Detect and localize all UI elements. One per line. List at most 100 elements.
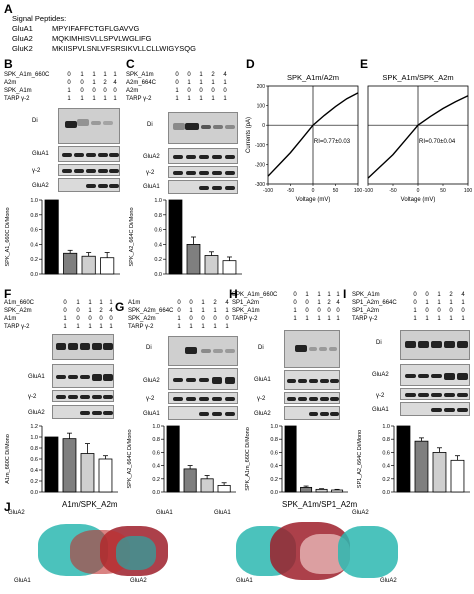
blot-label-gamma2: γ-2: [146, 396, 155, 402]
y-tick-label: 0.8: [30, 213, 38, 219]
condition-label: TARP γ-2: [232, 316, 258, 322]
condition-table-h: SPK_A1m_660C 0 1 1 1 1 SP1_A2m 0 0 1 2 4 SPK_A1m 1 0…: [232, 292, 344, 324]
y-tick-label: 0.4: [154, 242, 162, 248]
condition-value: 1: [99, 324, 103, 330]
y-tick-label: 0.6: [152, 450, 160, 456]
signal-name: GluA2: [12, 34, 33, 43]
y-tick-label: 0.8: [154, 213, 162, 219]
bar-chart-c: 1.0 0.8 0.6 0.4 0.2 0.0 SPK_A2_664C Di/Mono: [129, 198, 242, 278]
blot-label-glua2: GluA2: [28, 410, 45, 416]
condition-value: 0: [225, 316, 229, 322]
condition-value: 1: [327, 292, 331, 298]
blot-label-glua2: GluA2: [254, 411, 271, 417]
western-blot-gamma2: [52, 390, 114, 402]
condition-value: 0: [213, 316, 217, 322]
western-blot-glua1: [284, 370, 340, 390]
condition-value: 0: [113, 88, 117, 94]
condition-label: SPK_A2m: [4, 308, 32, 314]
condition-value: 4: [109, 308, 113, 314]
condition-value: 1: [113, 72, 117, 78]
condition-value: 1: [76, 324, 80, 330]
y-tick-label: 0.2: [30, 257, 38, 263]
structure-label: GluA2: [380, 578, 397, 584]
y-tick-label: 0.6: [382, 450, 390, 456]
x-tick-label: -100: [363, 188, 373, 194]
condition-value: 1: [327, 316, 331, 322]
x-tick-label: -50: [389, 188, 396, 194]
condition-label: TARP γ-2: [126, 96, 152, 102]
condition-value: 1: [99, 300, 103, 306]
condition-value: 1: [201, 300, 205, 306]
bar: [100, 257, 115, 275]
x-axis-label: Voltage (mV): [401, 197, 436, 203]
x-tick-label: -50: [287, 188, 294, 194]
condition-value: 1: [80, 72, 84, 78]
condition-value: 0: [223, 88, 227, 94]
iv-plot-e: SPK_A1m/SPK_A2m -100 -50 0 50 100 Voltage (mV)…: [363, 73, 472, 203]
condition-value: 1: [92, 72, 96, 78]
y-tick-label: 0.0: [154, 272, 162, 278]
condition-value: 1: [213, 324, 217, 330]
condition-value: 1: [109, 324, 113, 330]
condition-table-g: A1m 0 0 1 2 4 SPK_A2m_664C 0 1 1 1 1 SPK_A2m 1 0 0 0 0 …: [128, 300, 238, 332]
condition-value: 1: [76, 300, 80, 306]
condition-value: 1: [437, 316, 441, 322]
signal-name: GluA1: [12, 24, 33, 33]
panel-label-i: I: [343, 287, 347, 301]
western-blot-gamma2: [400, 388, 470, 400]
condition-value: 4: [113, 80, 117, 86]
condition-label: A2m: [126, 88, 139, 94]
bar: [183, 468, 197, 493]
bar: [44, 436, 59, 493]
condition-value: 4: [225, 300, 229, 306]
condition-value: 0: [76, 316, 80, 322]
condition-value: 1: [88, 300, 92, 306]
bar: [63, 252, 78, 275]
panel-label-g: G: [115, 300, 125, 314]
western-blot-di: [52, 334, 114, 360]
y-tick-label: 1.0: [152, 424, 160, 430]
condition-value: 0: [305, 300, 309, 306]
western-blot-glua1: [168, 406, 238, 420]
blot-label-glua1: GluA1: [143, 184, 160, 190]
condition-table-b: SPK_A1m_660C 0 1 1 1 1 A2m 0 0 1 2 4 SPK_A1m 1 0 0 0 0 …: [4, 72, 117, 104]
condition-value: 0: [413, 300, 417, 306]
condition-value: 0: [293, 292, 297, 298]
condition-value: 1: [201, 308, 205, 314]
condition-value: 0: [211, 88, 215, 94]
condition-label: SPK_A1m: [352, 292, 380, 298]
y-tick-label: 0.4: [30, 468, 38, 474]
condition-value: 1: [189, 324, 193, 330]
condition-label: SPK_A1m_660C: [4, 72, 50, 78]
western-blot-glua1: [58, 146, 120, 162]
bar: [62, 438, 77, 493]
condition-value: 1: [109, 300, 113, 306]
y-tick-label: 1.0: [382, 424, 390, 430]
y-tick-label: 1.0: [30, 435, 38, 441]
blot-label-di: Di: [147, 122, 153, 128]
blot-label-gamma2: γ-2: [28, 394, 37, 400]
x-tick-label: -100: [263, 188, 273, 194]
y-tick-label: 1.2: [30, 424, 38, 430]
condition-value: 0: [177, 300, 181, 306]
y-tick-label: 0.4: [152, 464, 160, 470]
y-tick-label: 0.8: [382, 437, 390, 443]
blot-label-glua2: GluA2: [143, 154, 160, 160]
western-blot-di: [400, 330, 470, 360]
plot-title: SPK_A1m/SPK_A2m: [382, 73, 453, 82]
blot-label-di: Di: [146, 345, 152, 351]
blot-label-gamma2: γ-2: [32, 168, 41, 174]
condition-table-c: SPK_A1m 0 0 1 2 4 A2m_664C 0 1 1 1 1 A2m 1 0 0 0 0 TARP…: [126, 72, 238, 104]
y-tick-label: 0.0: [270, 490, 278, 496]
iv-plot-d: SPK_A1m/A2m -100 -50 0 50 100 Voltage (mV) 200 1…: [246, 73, 362, 203]
bar-chart-b: 1.0 0.8 0.6 0.4 0.2 0.0 SPK_A1_660C Di/Mono: [5, 198, 120, 278]
y-axis-label: Currents (pA): [246, 117, 252, 153]
y-tick-label: 0.0: [30, 272, 38, 278]
condition-value: 1: [177, 324, 181, 330]
condition-value: 0: [437, 308, 441, 314]
condition-value: 1: [177, 316, 181, 322]
condition-value: 0: [103, 88, 107, 94]
condition-label: A1m: [128, 300, 141, 306]
condition-value: 1: [199, 96, 203, 102]
condition-value: 2: [211, 72, 215, 78]
